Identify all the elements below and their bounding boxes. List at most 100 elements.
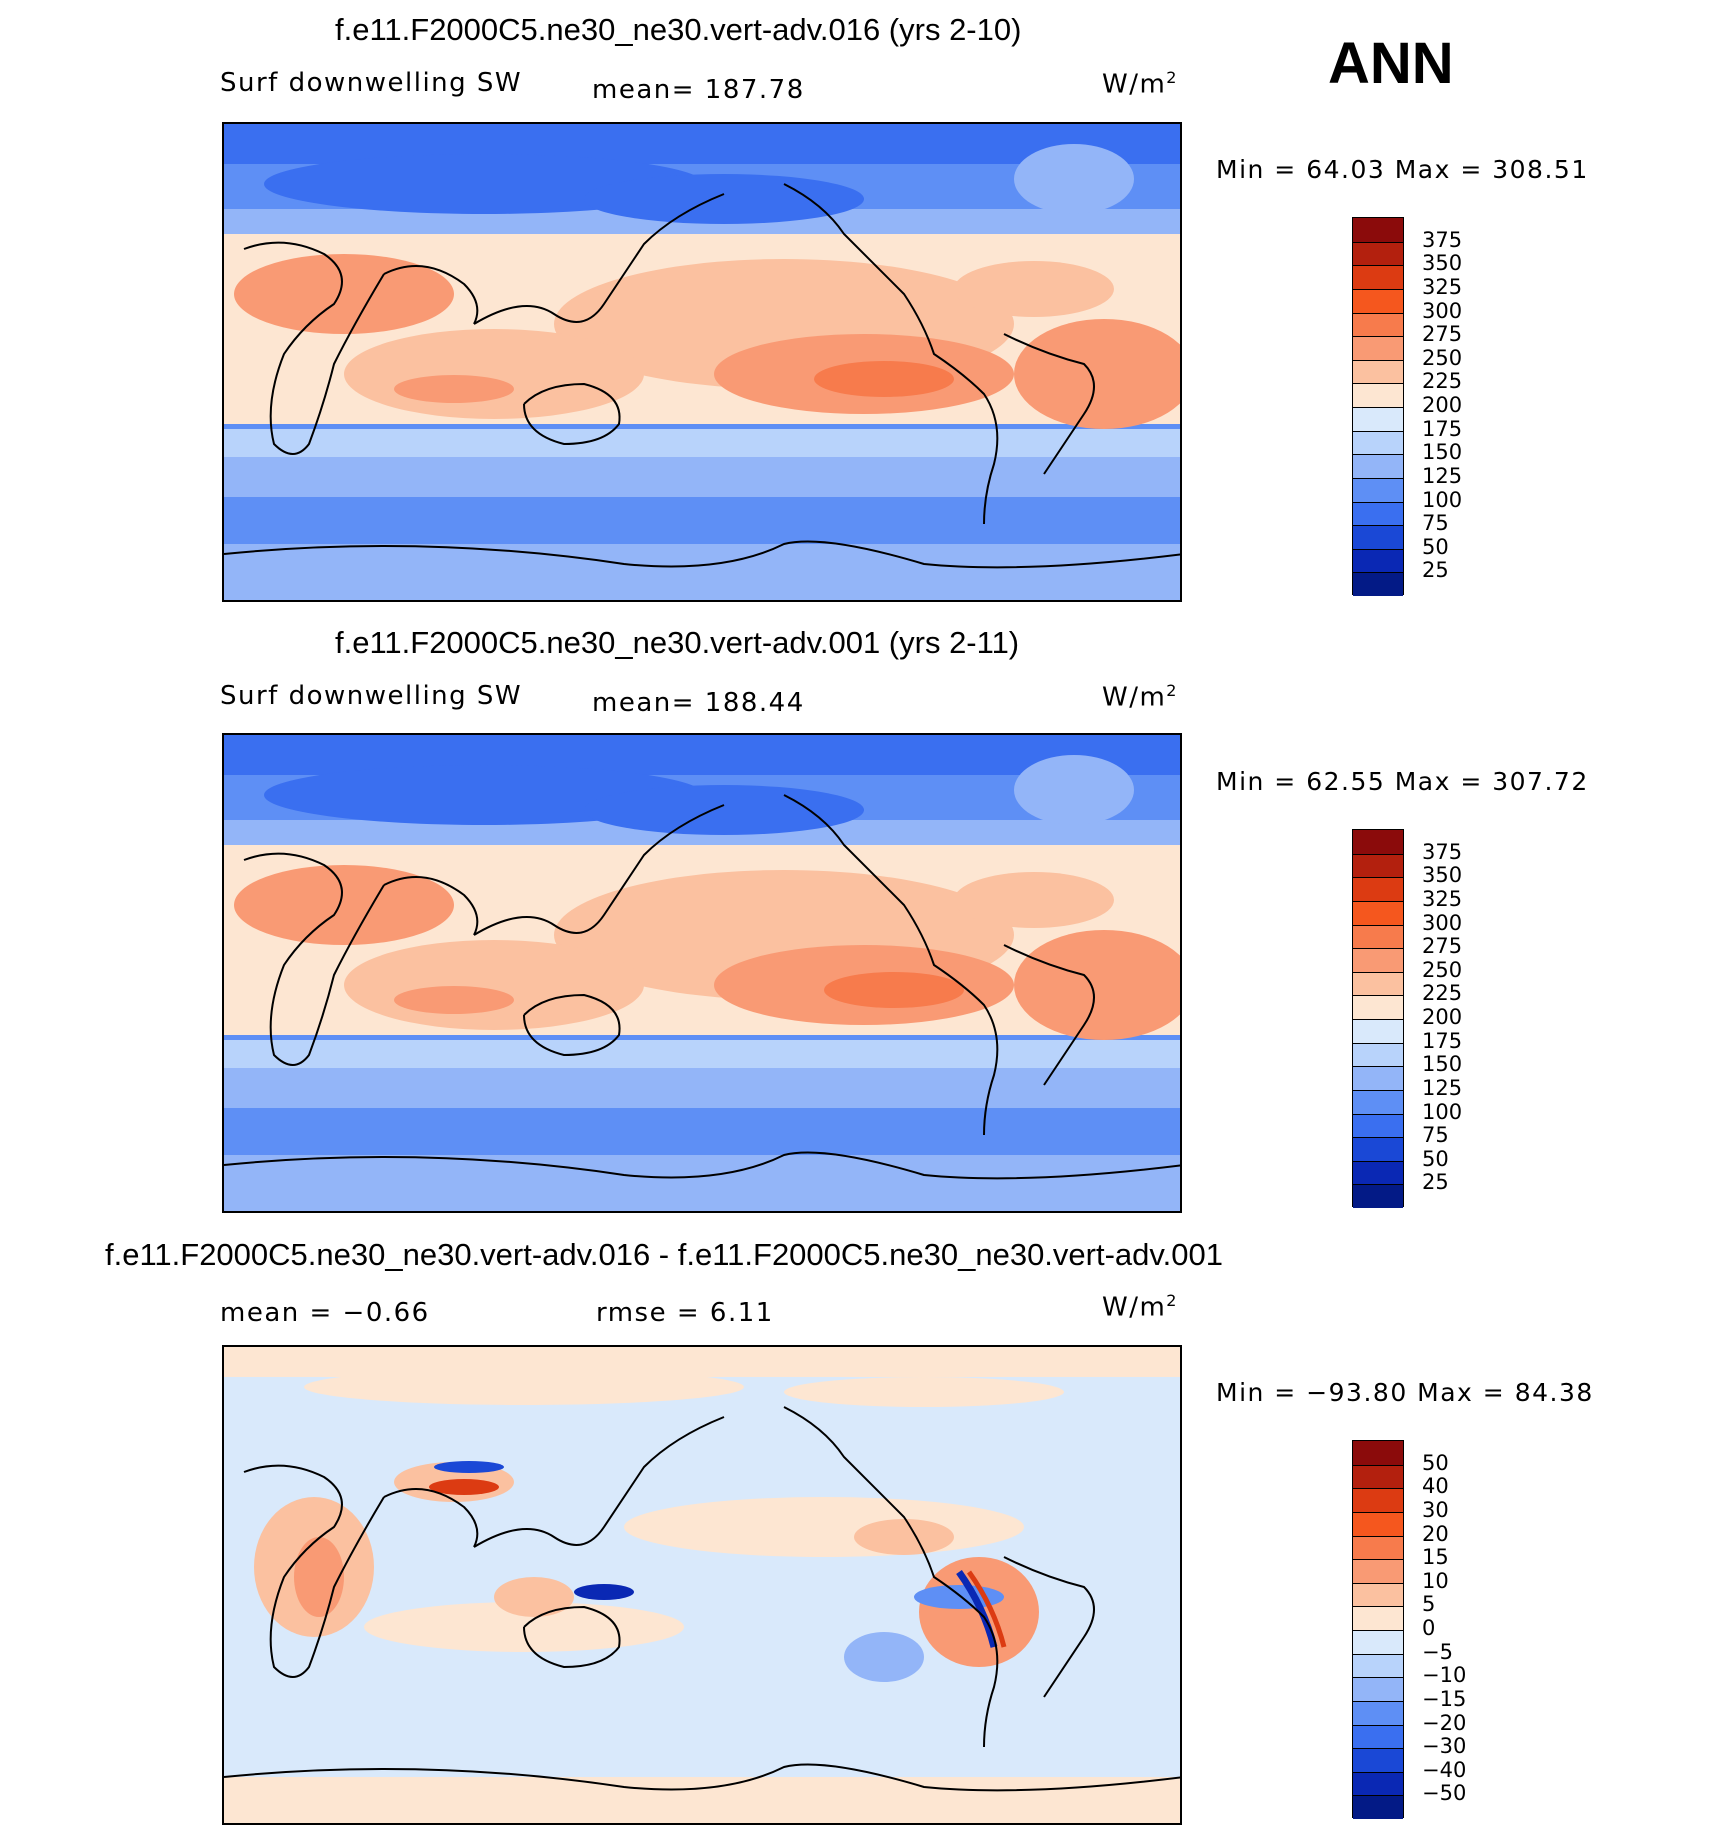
panel1-colorbar [1352, 217, 1404, 596]
panel2-mean: mean= 188.44 [592, 688, 805, 718]
colorbar-label: 175 [1422, 416, 1463, 441]
colorbar-label: 10 [1422, 1568, 1449, 1593]
colorbar-label: 325 [1422, 274, 1463, 299]
colorbar-label: 150 [1422, 1052, 1463, 1077]
colorbar-label: 5 [1422, 1592, 1436, 1617]
colorbar-label: 100 [1422, 1099, 1463, 1124]
colorbar-segment [1353, 1771, 1403, 1796]
colorbar-label: 30 [1422, 1497, 1449, 1522]
colorbar-segment [1353, 477, 1403, 502]
panel1-map [222, 122, 1182, 602]
colorbar-label: 325 [1422, 886, 1463, 911]
colorbar-label: −40 [1422, 1757, 1467, 1782]
colorbar-segment [1353, 359, 1403, 384]
colorbar-segment [1353, 383, 1403, 407]
colorbar-segment [1353, 430, 1403, 455]
colorbar-segment [1353, 924, 1403, 949]
panel3-map [222, 1345, 1182, 1825]
colorbar-label: 50 [1422, 534, 1449, 559]
panel3-rmse: rmse = 6.11 [596, 1298, 774, 1328]
colorbar-segment [1353, 1724, 1403, 1749]
colorbar-segment [1353, 1630, 1403, 1654]
colorbar-segment [1353, 995, 1403, 1019]
panel2-colorbar [1352, 829, 1404, 1208]
colorbar-label: 15 [1422, 1545, 1449, 1570]
colorbar-segment [1353, 1441, 1403, 1465]
colorbar-label: 100 [1422, 487, 1463, 512]
colorbar-label: 200 [1422, 1005, 1463, 1029]
colorbar-label: 375 [1422, 839, 1463, 864]
colorbar-label: 225 [1422, 981, 1463, 1006]
colorbar-segment [1353, 830, 1403, 854]
colorbar-segment [1353, 501, 1403, 526]
colorbar-label: 175 [1422, 1028, 1463, 1053]
panel1-minmax: Min = 64.03 Max = 308.51 [1216, 155, 1589, 184]
panel1-units: W/m2 [1102, 68, 1178, 100]
panel3-units: W/m2 [1102, 1291, 1178, 1323]
colorbar-label: 40 [1422, 1474, 1449, 1499]
colorbar-label: 25 [1422, 1170, 1449, 1195]
colorbar-segment [1353, 1089, 1403, 1114]
colorbar-segment [1353, 336, 1403, 360]
colorbar-segment [1353, 288, 1403, 313]
colorbar-label: 50 [1422, 1146, 1449, 1171]
colorbar-segment [1353, 1184, 1403, 1208]
colorbar-label: 250 [1422, 345, 1463, 370]
colorbar-segment [1353, 265, 1403, 289]
colorbar-label: −30 [1422, 1734, 1467, 1759]
colorbar-segment [1353, 1677, 1403, 1701]
colorbar-segment [1353, 1700, 1403, 1725]
colorbar-segment [1353, 1160, 1403, 1185]
colorbar-segment [1353, 948, 1403, 972]
colorbar-label: 20 [1422, 1521, 1449, 1546]
colorbar-label: 75 [1422, 511, 1449, 536]
panel1-variable: Surf downwelling SW [220, 68, 523, 98]
colorbar-label: 350 [1422, 863, 1463, 888]
colorbar-segment [1353, 877, 1403, 901]
colorbar-label: 125 [1422, 463, 1463, 488]
colorbar-label: 50 [1422, 1450, 1449, 1475]
colorbar-segment [1353, 218, 1403, 242]
panel2-title: f.e11.F2000C5.ne30_ne30.vert-adv.001 (yr… [335, 625, 1020, 660]
colorbar-segment [1353, 1653, 1403, 1678]
colorbar-segment [1353, 454, 1403, 478]
colorbar-segment [1353, 525, 1403, 549]
colorbar-segment [1353, 1464, 1403, 1489]
colorbar-segment [1353, 1511, 1403, 1536]
colorbar-segment [1353, 548, 1403, 573]
colorbar-segment [1353, 1582, 1403, 1607]
colorbar-segment [1353, 241, 1403, 266]
colorbar-label: 300 [1422, 298, 1463, 323]
colorbar-label: 250 [1422, 957, 1463, 982]
colorbar-segment [1353, 1488, 1403, 1512]
panel2-units: W/m2 [1102, 681, 1178, 713]
colorbar-segment [1353, 1748, 1403, 1772]
colorbar-label: 375 [1422, 227, 1463, 252]
colorbar-label: 75 [1422, 1123, 1449, 1148]
colorbar-label: 225 [1422, 369, 1463, 394]
colorbar-label: 300 [1422, 910, 1463, 935]
colorbar-segment [1353, 900, 1403, 925]
colorbar-segment [1353, 971, 1403, 996]
panel3-colorbar [1352, 1440, 1404, 1819]
panel1-field [224, 124, 1180, 600]
colorbar-segment [1353, 1606, 1403, 1630]
panel1-title: f.e11.F2000C5.ne30_ne30.vert-adv.016 (yr… [335, 12, 1022, 47]
panel2-minmax: Min = 62.55 Max = 307.72 [1216, 767, 1589, 796]
panel3-minmax: Min = −93.80 Max = 84.38 [1216, 1378, 1594, 1407]
colorbar-label: 25 [1422, 558, 1449, 583]
panel2-variable: Surf downwelling SW [220, 681, 523, 711]
colorbar-label: 275 [1422, 322, 1463, 347]
colorbar-label: −50 [1422, 1781, 1467, 1806]
panel3-title: f.e11.F2000C5.ne30_ne30.vert-adv.016 - f… [105, 1237, 1223, 1272]
season-label: ANN [1328, 31, 1454, 96]
colorbar-label: −10 [1422, 1663, 1467, 1688]
colorbar-label: −5 [1422, 1639, 1453, 1664]
colorbar-segment [1353, 572, 1403, 596]
colorbar-segment [1353, 1113, 1403, 1138]
colorbar-label: 200 [1422, 393, 1463, 417]
colorbar-label: −15 [1422, 1686, 1467, 1711]
colorbar-segment [1353, 1066, 1403, 1090]
colorbar-segment [1353, 853, 1403, 878]
colorbar-label: 125 [1422, 1075, 1463, 1100]
